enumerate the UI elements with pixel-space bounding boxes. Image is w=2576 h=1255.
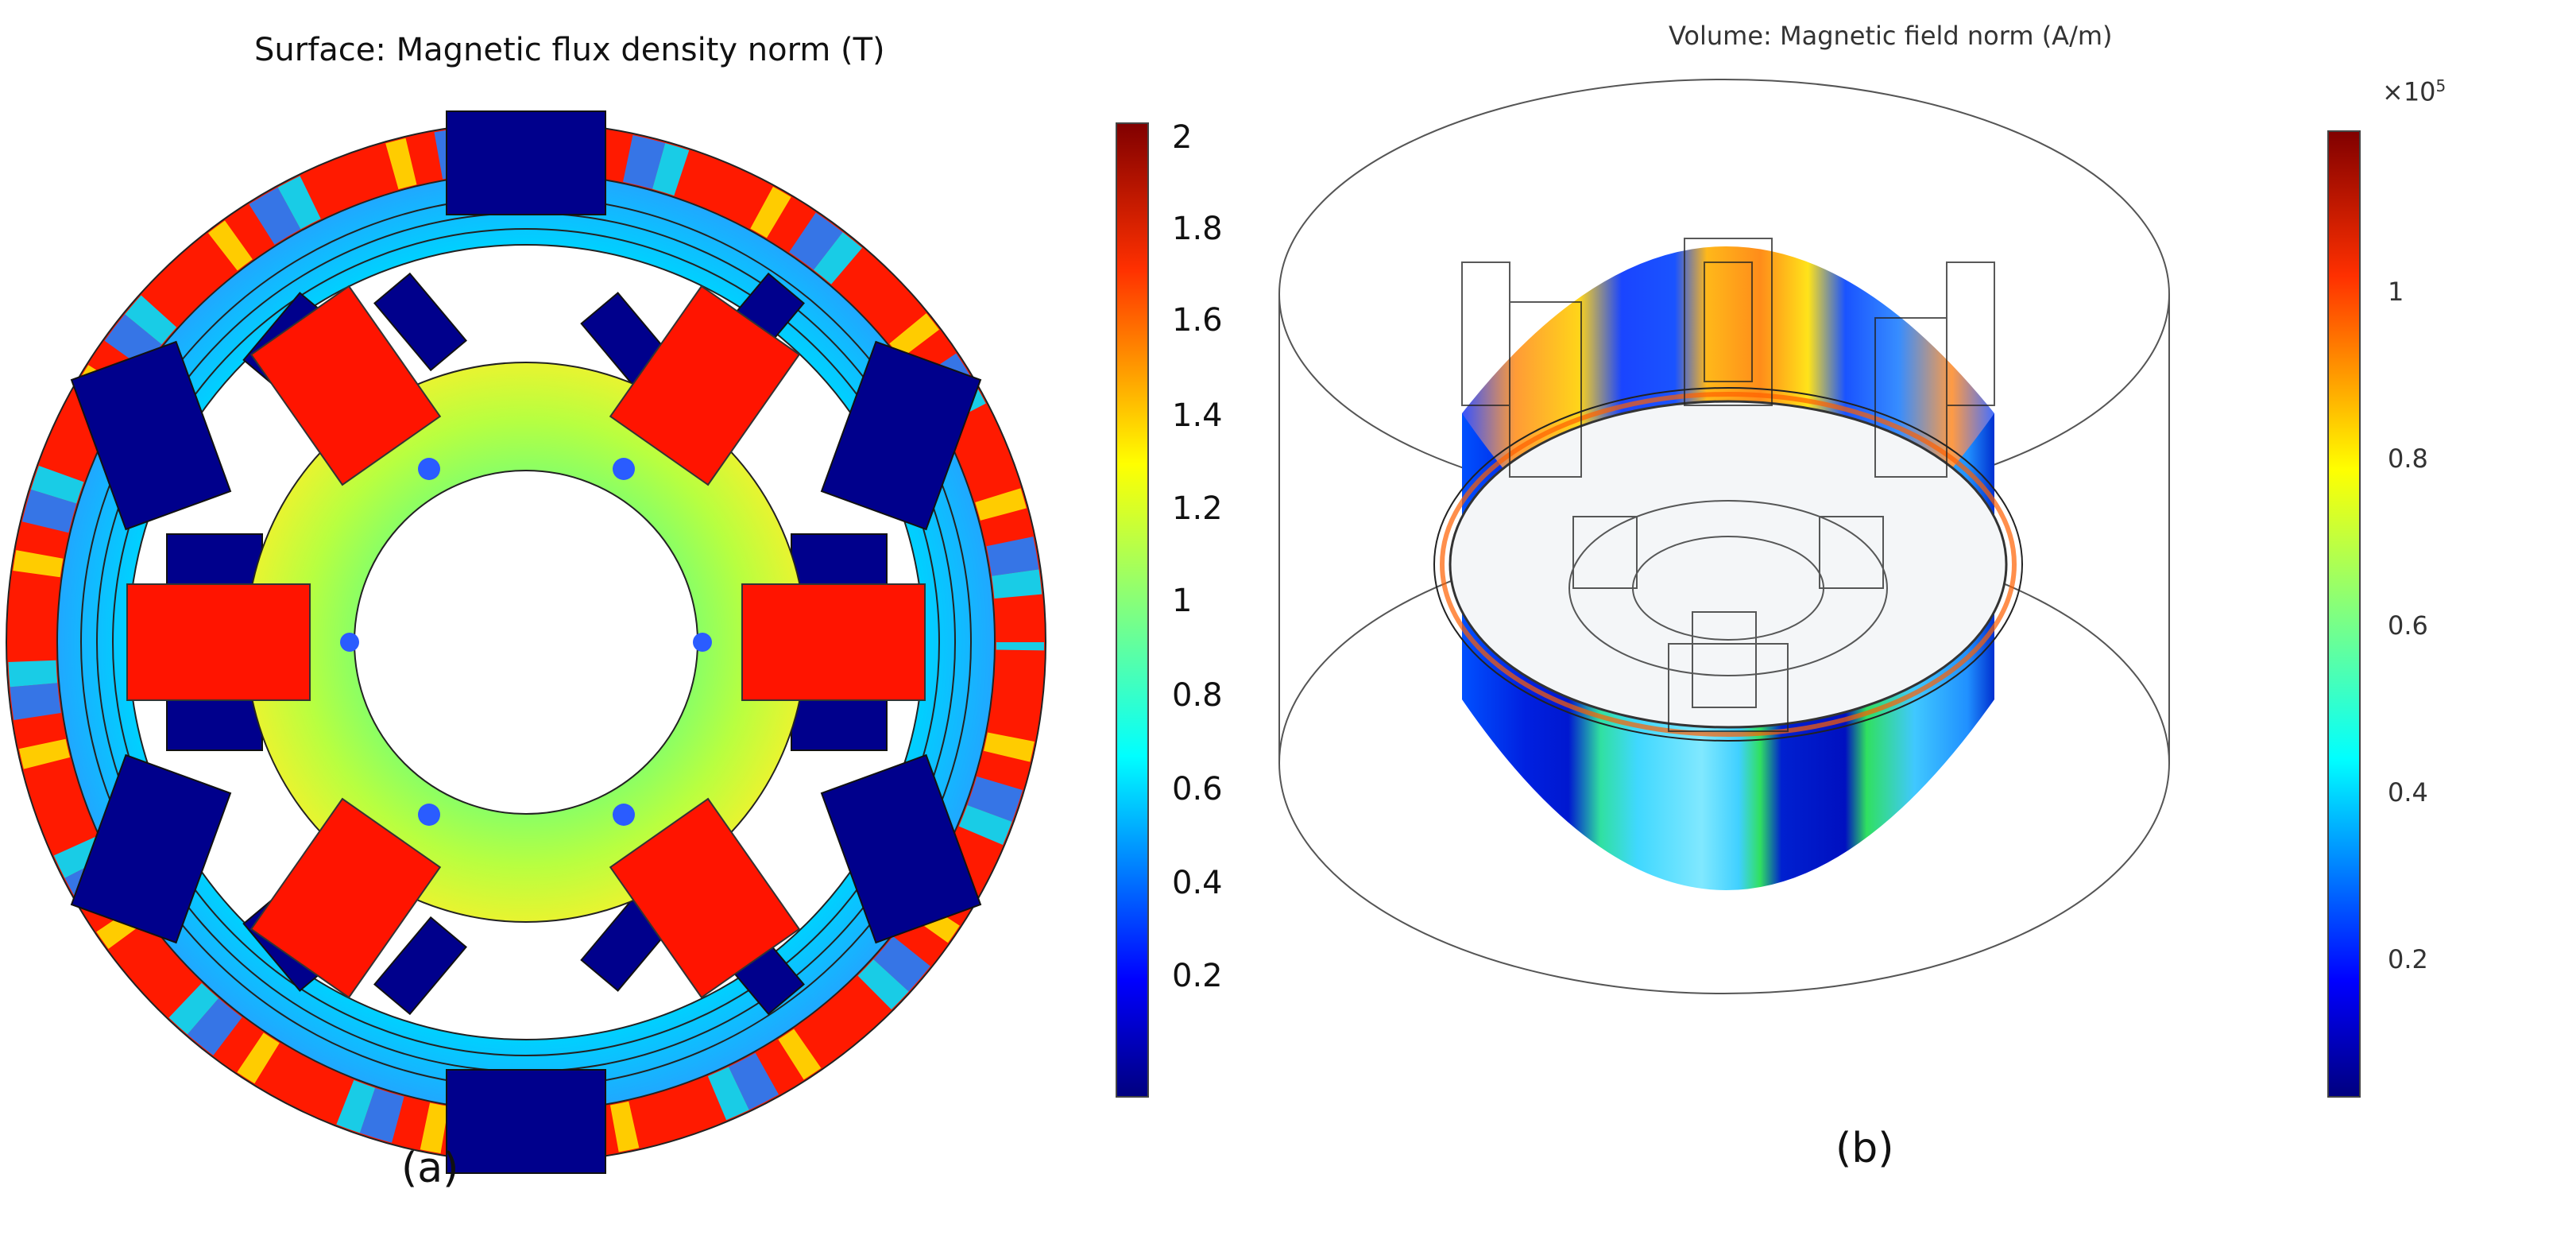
inner-opening (1449, 400, 2008, 729)
colorbar-b-tick: 0.8 (2388, 444, 2428, 474)
colorbar-b (2327, 130, 2361, 1098)
pole-top-left (249, 285, 442, 486)
panel-a-title: Surface: Magnetic flux density norm (T) (254, 32, 885, 68)
colorbar-b-multiplier: ×105 (2382, 76, 2446, 107)
panel-b-caption: (b) (1835, 1125, 1894, 1172)
colorbar-a (1116, 122, 1149, 1098)
magnet-poles (126, 285, 926, 999)
colorbar-b-multiplier-base: ×10 (2382, 76, 2436, 107)
colorbar-b-tick: 0.2 (2388, 944, 2428, 974)
panel-a-caption: (a) (401, 1145, 459, 1192)
motor-3d-view (1278, 79, 2361, 1098)
colorbar-a-tick: 1 (1172, 583, 1193, 619)
stator-slots (70, 110, 982, 1174)
colorbar-a-tick: 0.4 (1172, 865, 1223, 901)
colorbar-a-tick: 1.6 (1172, 302, 1223, 339)
outer-ring-flux-spots (8, 124, 1044, 1160)
colorbar-a-tick: 1.2 (1172, 490, 1223, 527)
pole-top-right (609, 285, 801, 486)
colorbar-a-tick: 0.2 (1172, 958, 1223, 994)
rotor-ring (246, 362, 806, 923)
pole-bottom-left (249, 797, 442, 999)
pole-left (126, 583, 311, 701)
colorbar-a-tick: 2 (1172, 119, 1193, 156)
wireframe-internals (1461, 238, 1995, 732)
colorbar-b-tick: 0.6 (2388, 610, 2428, 641)
rotor-flux-spots (340, 458, 712, 826)
panel-b: Volume: Magnetic field norm (A/m) (1271, 0, 2576, 1255)
motor-cross-section (6, 110, 1149, 1174)
colorbar-a-tick: 1.8 (1172, 211, 1223, 247)
panel-a: Surface: Magnetic flux density norm (T) (0, 0, 1240, 1255)
pole-bottom-right (609, 797, 801, 999)
panel-b-title: Volume: Magnetic field norm (A/m) (1669, 21, 2113, 51)
colorbar-b-tick: 1 (2388, 277, 2404, 307)
colorbar-a-tick: 0.6 (1172, 771, 1223, 808)
colorbar-a-tick: 1.4 (1172, 397, 1223, 434)
pole-right (741, 583, 926, 701)
colorbar-a-tick: 0.8 (1172, 677, 1223, 714)
colorbar-b-exponent: 5 (2435, 76, 2446, 95)
colorbar-b-tick: 0.4 (2388, 777, 2428, 808)
